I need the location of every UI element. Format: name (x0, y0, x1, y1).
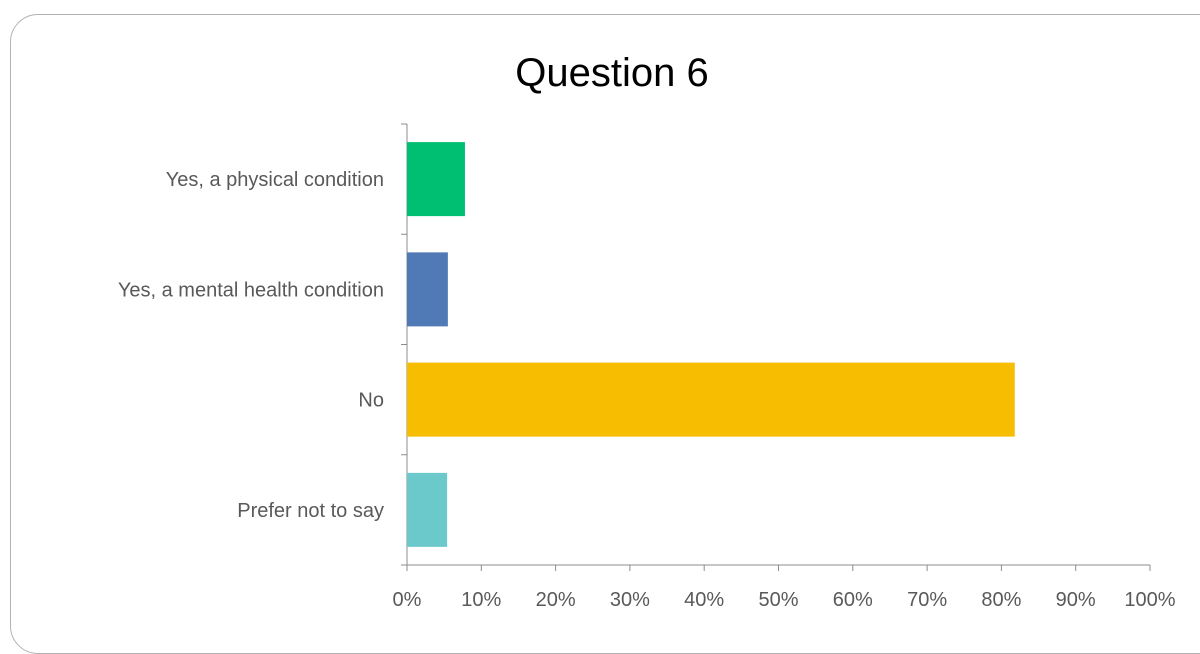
x-tick-label: 20% (536, 589, 576, 611)
category-label: No (358, 390, 384, 412)
x-tick-label: 60% (833, 589, 873, 611)
x-tick-labels: 0% 10% 20% 30% 40% 50% 60% 70% 80% 90% 100% (393, 589, 1176, 611)
x-tick-label: 90% (1056, 589, 1096, 611)
bar-1 (407, 142, 465, 217)
axes (401, 123, 1151, 571)
bar-2 (407, 252, 448, 327)
chart-title: Question 6 (515, 51, 708, 95)
x-tick-label: 50% (758, 589, 798, 611)
x-tick-label: 30% (610, 589, 650, 611)
bar-chart: Question 6 Yes, a physical conditionYes,… (118, 51, 1176, 611)
bar-3 (407, 362, 1015, 437)
x-tick-label: 70% (907, 589, 947, 611)
category-labels: Yes, a physical condition Yes, a mental h… (118, 169, 384, 522)
x-tick-label: 10% (461, 589, 501, 611)
chart-frame (10, 14, 1200, 654)
bars (407, 142, 1015, 547)
category-label: Yes, a mental health condition (118, 279, 384, 301)
category-label: Yes, a physical condition (166, 169, 384, 191)
category-label: Prefer not to say (237, 500, 384, 522)
x-tick-label: 100% (1124, 589, 1175, 611)
bar-4 (407, 472, 448, 547)
x-tick-label: 80% (981, 589, 1021, 611)
x-tick-label: 40% (684, 589, 724, 611)
x-tick-label: 0% (393, 589, 422, 611)
